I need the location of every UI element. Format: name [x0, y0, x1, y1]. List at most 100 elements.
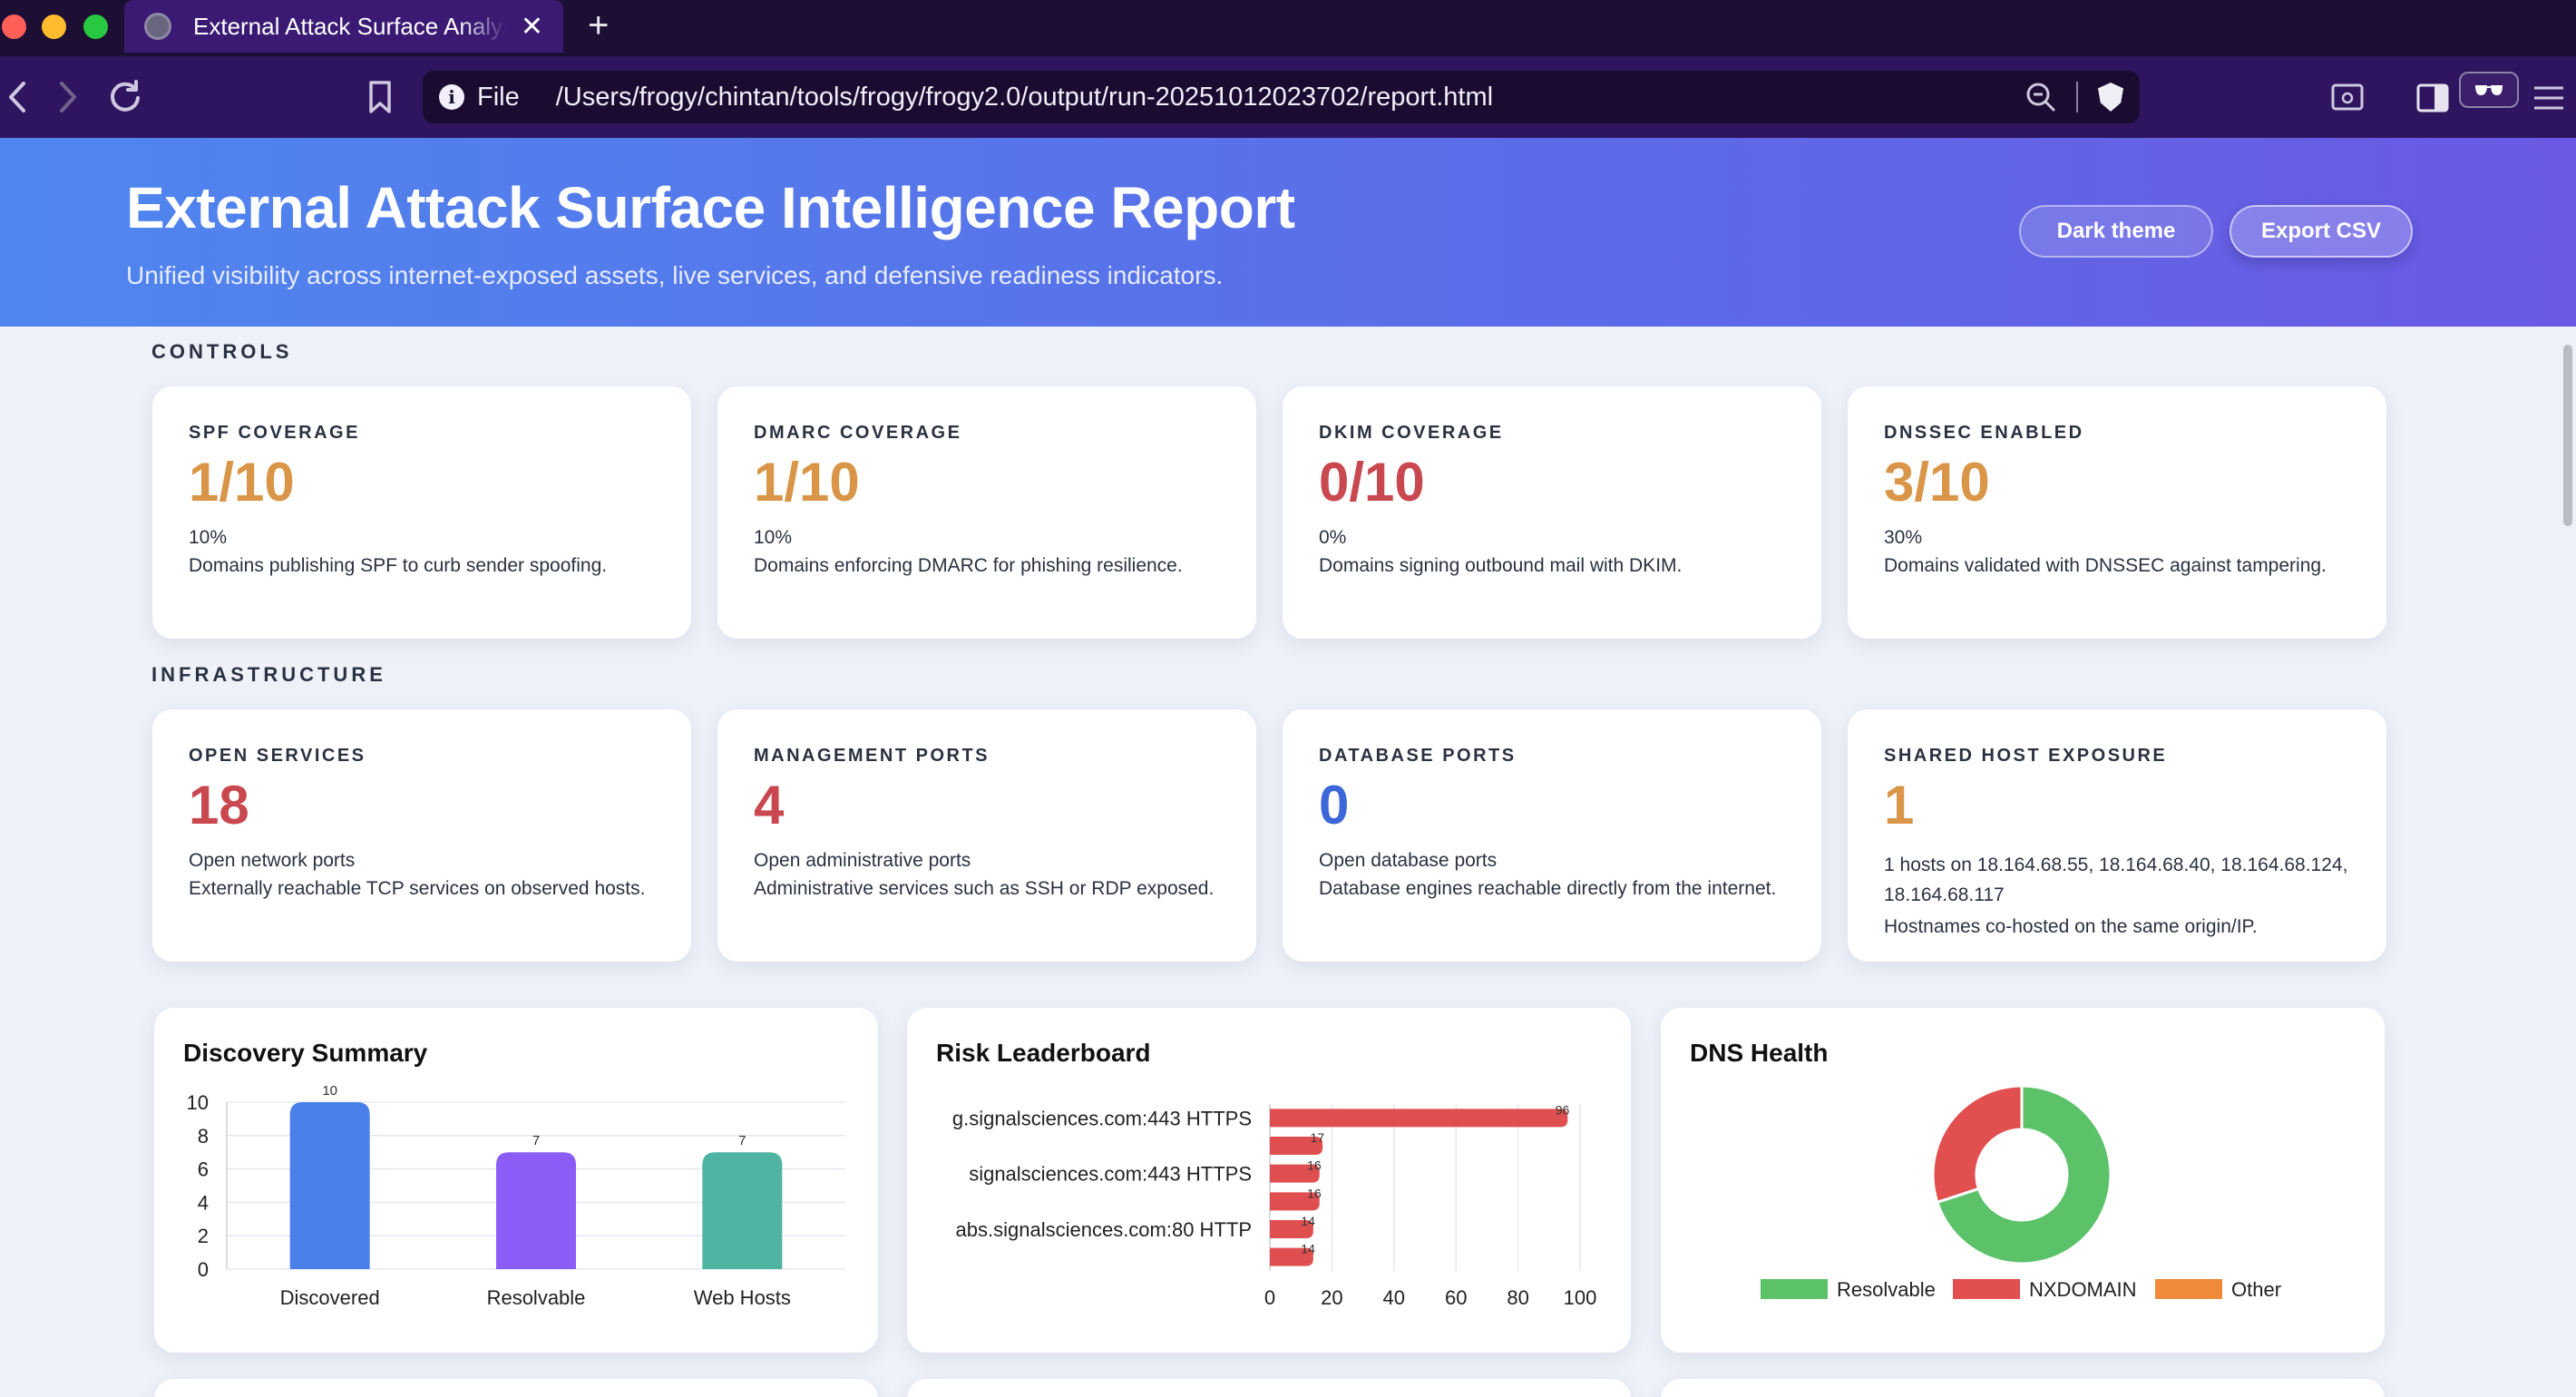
data-label: 17 [1311, 1130, 1325, 1145]
next-panel [154, 1379, 878, 1397]
data-label: 14 [1301, 1214, 1315, 1228]
dnssec-enabled-card: DNSSEC ENABLED 3/10 30% Domains validate… [1848, 386, 2386, 639]
management-ports-card: MANAGEMENT PORTS 4 Open administrative p… [717, 709, 1256, 962]
y-tick-label: 10 [187, 1091, 209, 1114]
close-window-button[interactable] [2, 15, 26, 39]
address-bar-actions [2025, 82, 2123, 112]
pie-slice [1935, 1084, 2113, 1265]
y-tick-label: abs.signalsciences.com:80 HTTP [956, 1218, 1252, 1241]
card-description: Domains validated with DNSSEC against ta… [1884, 555, 2327, 576]
y-tick-label: 6 [198, 1158, 209, 1181]
card-value: 1 [1884, 775, 1915, 835]
card-value: 1/10 [189, 452, 295, 513]
discovery-summary-chart: 0 2 4 6 8 10 10 Discovered 7 Resolvable 7 Web Hosts [187, 1083, 845, 1309]
card-description: Administrative services such as SSH or R… [754, 878, 1215, 899]
bar [496, 1152, 576, 1269]
dmarc-coverage-card: DMARC COVERAGE 1/10 10% Domains enforcin… [717, 386, 1256, 639]
forward-icon[interactable] [54, 80, 82, 114]
card-description: Database engines reachable directly from… [1319, 878, 1777, 899]
card-subtitle: Open administrative ports [754, 850, 971, 871]
bar [1270, 1164, 1320, 1183]
section-label-controls: CONTROLS [151, 340, 293, 363]
x-tick-label: 20 [1321, 1286, 1342, 1309]
card-label: DKIM COVERAGE [1319, 423, 1504, 443]
y-tick-label: 0 [198, 1258, 209, 1281]
minimize-window-button[interactable] [42, 15, 66, 39]
y-tick-label: g.signalsciences.com:443 HTTPS [952, 1107, 1252, 1129]
card-label: SPF COVERAGE [189, 423, 360, 443]
screenshot-icon[interactable] [2331, 82, 2364, 112]
legend-label: Other [2231, 1278, 2281, 1301]
address-bar[interactable]: i File /Users/frogy/chintan/tools/frogy/… [423, 71, 2140, 123]
menu-icon[interactable] [2532, 83, 2565, 112]
card-value: 0/10 [1319, 452, 1425, 513]
risk-leaderboard-chart: 0 20 40 60 80 100 96 g.signalsciences.com:443 H… [952, 1102, 1597, 1309]
back-icon[interactable] [4, 80, 31, 114]
card-value: 18 [189, 775, 249, 835]
bar [1270, 1247, 1313, 1266]
discovery-summary-panel: Discovery Summary 0 2 4 6 8 10 10 Discovered 7 Re… [154, 1008, 878, 1353]
maximize-window-button[interactable] [83, 15, 108, 39]
brave-shield-icon[interactable] [2098, 83, 2123, 112]
dark-theme-button[interactable]: Dark theme [2019, 205, 2213, 258]
browser-tab[interactable]: External Attack Surface Analysis ✕ [124, 0, 563, 53]
x-tick-label: 60 [1445, 1286, 1467, 1309]
card-label: DNSSEC ENABLED [1884, 423, 2084, 443]
card-percent: 10% [754, 527, 793, 548]
browser-tab-bar: External Attack Surface Analysis ✕ + [0, 0, 2576, 56]
x-tick-label: 100 [1564, 1286, 1597, 1309]
section-label-infrastructure: INFRASTRUCTURE [151, 663, 386, 686]
card-percent: 30% [1884, 527, 1923, 548]
bar [1270, 1109, 1568, 1128]
legend-swatch [1761, 1279, 1828, 1299]
export-csv-button[interactable]: Export CSV [2230, 205, 2413, 258]
y-tick-label: signalsciences.com:443 HTTPS [969, 1163, 1252, 1186]
info-icon[interactable]: i [439, 84, 464, 110]
bookmark-icon[interactable] [366, 80, 394, 114]
shared-host-exposure-card: SHARED HOST EXPOSURE 1 1 hosts on 18.164… [1848, 709, 2386, 962]
next-panel [907, 1379, 1631, 1397]
bar [1270, 1192, 1320, 1211]
card-value: 3/10 [1884, 452, 1990, 513]
card-label: DMARC COVERAGE [754, 423, 962, 443]
legend-label: NXDOMAIN [2029, 1278, 2137, 1301]
card-label: SHARED HOST EXPOSURE [1884, 746, 2168, 766]
card-percent: 0% [1319, 527, 1347, 548]
card-subtitle: Open database ports [1319, 850, 1498, 871]
card-description: Domains enforcing DMARC for phishing res… [754, 555, 1183, 576]
x-tick-label: Web Hosts [694, 1286, 791, 1309]
card-percent: 10% [189, 527, 228, 548]
card-subtitle: Open network ports [189, 850, 356, 871]
close-tab-icon[interactable]: ✕ [520, 11, 543, 42]
legend-swatch [2155, 1279, 2222, 1299]
zoom-icon[interactable] [2025, 82, 2056, 112]
separator [2076, 82, 2078, 112]
data-label: 7 [532, 1133, 540, 1148]
new-tab-button[interactable]: + [588, 5, 610, 45]
card-description: Externally reachable TCP services on obs… [189, 878, 646, 899]
sidebar-icon[interactable] [2416, 83, 2449, 112]
card-label: OPEN SERVICES [189, 746, 366, 766]
panel-title: DNS Health [1690, 1039, 1829, 1067]
reader-mode-icon [2475, 85, 2503, 95]
browser-toolbar: i File /Users/frogy/chintan/tools/frogy/… [0, 56, 2576, 138]
card-value: 0 [1319, 775, 1350, 835]
data-label: 96 [1556, 1102, 1570, 1117]
card-description: Hostnames co-hosted on the same origin/I… [1884, 916, 2258, 937]
y-tick-label: 8 [198, 1125, 209, 1148]
report-header: External Attack Surface Intelligence Rep… [0, 138, 2576, 327]
open-services-card: OPEN SERVICES 18 Open network ports Exte… [152, 709, 691, 962]
page-scrollbar[interactable] [2563, 345, 2572, 526]
bar [289, 1102, 370, 1269]
dns-health-panel: DNS Health Resolvable NXDOMAIN Other [1661, 1008, 2385, 1353]
bar [702, 1152, 783, 1269]
data-label: 14 [1301, 1242, 1315, 1256]
bar [1270, 1220, 1313, 1238]
risk-leaderboard-panel: Risk Leaderboard 0 20 40 60 80 100 96 g.signals… [907, 1008, 1631, 1353]
data-label: 10 [322, 1083, 337, 1099]
reader-mode-button[interactable] [2459, 72, 2519, 108]
x-tick-label: 80 [1507, 1286, 1528, 1309]
reload-icon[interactable] [107, 78, 143, 114]
legend-swatch [1953, 1279, 2020, 1299]
url-text[interactable]: /Users/frogy/chintan/tools/frogy/frogy2.… [555, 82, 1494, 112]
